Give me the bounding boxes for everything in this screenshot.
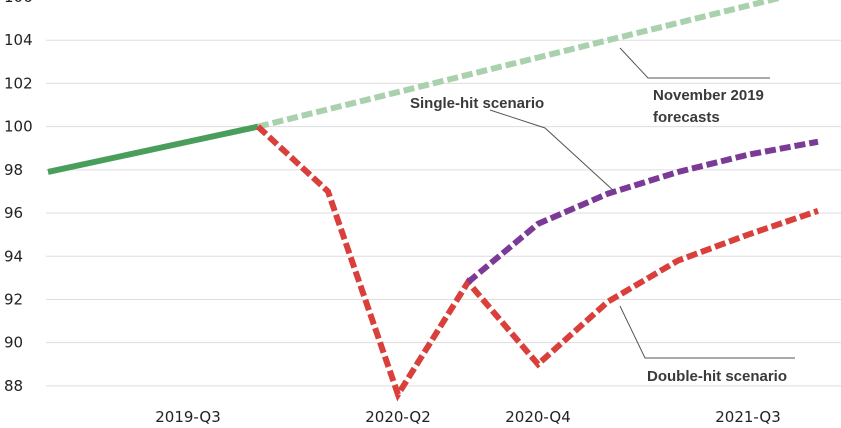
grid-lines: [46, 39, 841, 387]
y-tick-label: 106: [4, 0, 33, 6]
y-tick-label: 88: [4, 377, 23, 395]
single-hit-leader: [489, 109, 616, 193]
y-tick-label: 96: [4, 204, 23, 222]
annotations: Single-hit scenario November 2019 foreca…: [410, 47, 795, 385]
single-hit-label: Single-hit scenario: [410, 95, 544, 112]
y-tick-label: 98: [4, 161, 23, 179]
y-tick-label: 90: [4, 334, 23, 352]
series-line-nov2019: [257, 0, 784, 130]
y-tick-label: 100: [4, 118, 33, 136]
y-axis-ticks: 88 90 92 94 96 98 100 102 104 106: [4, 0, 33, 395]
x-tick-label: 2021-Q3: [715, 408, 781, 426]
nov-forecast-leader: [619, 47, 770, 79]
y-tick-label: 102: [4, 74, 33, 92]
series-line-double: [255, 124, 819, 402]
double-hit-label: Double-hit scenario: [647, 368, 787, 385]
x-tick-label: 2020-Q2: [365, 408, 431, 426]
y-tick-label: 104: [4, 31, 33, 49]
series-line-single: [466, 138, 819, 285]
series-lines: [47, 0, 819, 402]
x-axis-ticks: 2019-Q3 2020-Q2 2020-Q4 2021-Q3: [155, 408, 781, 426]
nov-forecast-label-line2: forecasts: [653, 109, 720, 126]
x-tick-label: 2020-Q4: [505, 408, 571, 426]
y-tick-label: 94: [4, 247, 23, 265]
series-line-actual: [47, 123, 259, 175]
x-tick-label: 2019-Q3: [155, 408, 221, 426]
nov-forecast-label-line1: November 2019: [653, 87, 764, 104]
double-hit-leader: [619, 305, 795, 359]
y-tick-label: 92: [4, 290, 23, 308]
